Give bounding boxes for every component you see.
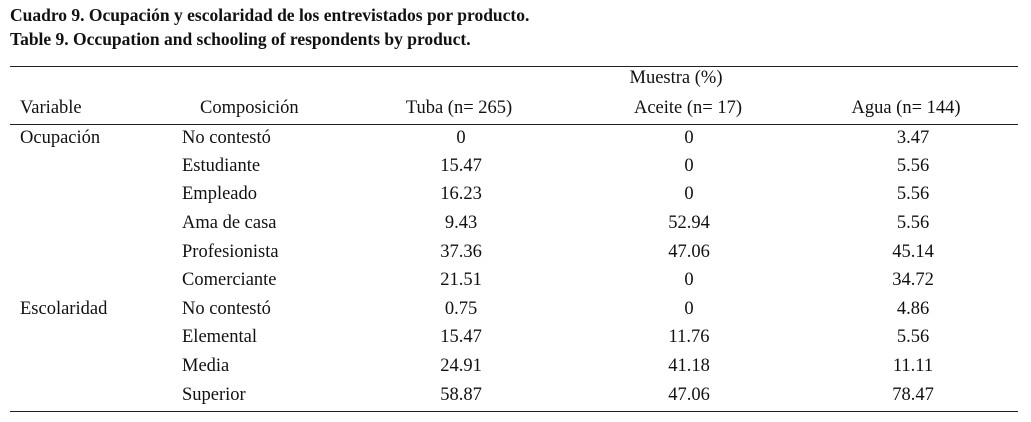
header-variable: Variable [20,98,82,118]
table-row: Estudiante 15.47 0 5.56 [0,155,1031,183]
header-aceite: Aceite (n= 17) [633,98,743,118]
table-row: Ocupación No contestó 0 0 3.47 [0,127,1031,155]
header-tuba: Tuba (n= 265) [405,98,513,118]
cell-tuba: 15.47 [440,156,482,176]
cell-agua: 5.56 [896,327,930,347]
cell-aceite: 11.76 [668,327,710,347]
table-row: Superior 58.87 47.06 78.47 [0,384,1031,412]
cell-composicion: Empleado [182,184,258,204]
cell-composicion: Superior [182,385,246,405]
cell-aceite: 52.94 [668,213,710,233]
cell-composicion: Ama de casa [182,213,277,233]
cell-agua: 78.47 [892,385,934,405]
cell-aceite: 0 [684,128,694,148]
cell-aceite: 41.18 [668,356,710,376]
cell-tuba: 0 [456,128,466,148]
cell-tuba: 58.87 [440,385,482,405]
cell-tuba: 0.75 [444,299,478,319]
cell-agua: 34.72 [892,270,934,290]
cell-agua: 3.47 [896,128,930,148]
caption-spanish: Cuadro 9. Ocupación y escolaridad de los… [10,5,530,25]
cell-agua: 5.56 [896,213,930,233]
top-rule [10,66,1018,67]
header-composicion: Composición [200,98,299,118]
table-row: Elemental 15.47 11.76 5.56 [0,326,1031,354]
cell-aceite: 47.06 [668,242,710,262]
cell-composicion: Comerciante [182,270,277,290]
cell-tuba: 15.47 [440,327,482,347]
header-muestra: Muestra (%) [629,68,723,88]
cell-aceite: 0 [684,270,694,290]
header-agua: Agua (n= 144) [851,98,961,118]
cell-aceite: 0 [684,184,694,204]
cell-composicion: No contestó [182,128,271,148]
cell-agua: 45.14 [892,242,934,262]
table-row: Escolaridad No contestó 0.75 0 4.86 [0,298,1031,326]
cell-aceite: 0 [684,299,694,319]
cell-agua: 5.56 [896,156,930,176]
cell-tuba: 9.43 [444,213,478,233]
table-row: Empleado 16.23 0 5.56 [0,183,1031,211]
bottom-rule [10,411,1018,412]
cell-agua: 5.56 [896,184,930,204]
cell-composicion: Estudiante [182,156,261,176]
cell-tuba: 37.36 [440,242,482,262]
table-row: Ama de casa 9.43 52.94 5.56 [0,212,1031,240]
cell-tuba: 16.23 [440,184,482,204]
cell-tuba: 21.51 [440,270,482,290]
table-row: Media 24.91 41.18 11.11 [0,355,1031,383]
cell-agua: 11.11 [892,356,934,376]
cell-composicion: Elemental [182,327,257,347]
table-row: Profesionista 37.36 47.06 45.14 [0,241,1031,269]
cell-variable: Escolaridad [20,299,108,319]
cell-composicion: Profesionista [182,242,279,262]
cell-aceite: 0 [684,156,694,176]
cell-variable: Ocupación [20,128,101,148]
cell-composicion: Media [182,356,230,376]
caption-english: Table 9. Occupation and schooling of res… [10,29,471,49]
table-row: Comerciante 21.51 0 34.72 [0,269,1031,297]
cell-tuba: 24.91 [440,356,482,376]
cell-agua: 4.86 [896,299,930,319]
cell-composicion: No contestó [182,299,271,319]
header-rule [10,124,1018,125]
cell-aceite: 47.06 [668,385,710,405]
